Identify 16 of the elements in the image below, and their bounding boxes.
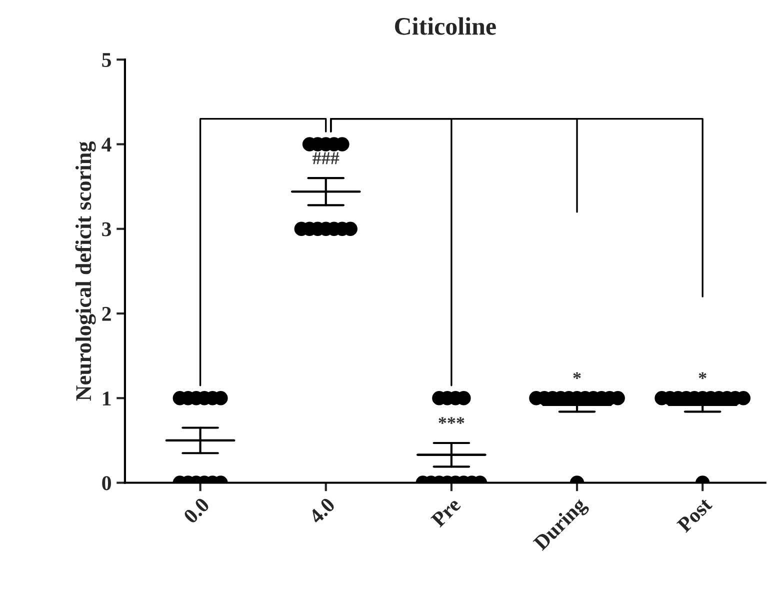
x-tick-label: 0.0 [182,496,210,524]
annotation: * [573,372,581,380]
y-tick-label: 1 [103,392,111,406]
annotation: ### [312,152,340,164]
chart-title: Citicoline [395,17,496,35]
annotation: * [698,372,706,380]
y-tick-label: 5 [102,53,112,68]
x-tick-label: Pre [430,496,462,528]
x-tick-label: Post [676,496,713,534]
y-tick-label: 3 [102,222,112,236]
x-tick-label: 4.0 [308,496,336,525]
y-tick-label: 4 [102,138,112,152]
annotation: *** [438,417,464,424]
y-axis-title: Neurological deficit scoring [75,141,96,401]
y-tick-label: 0 [102,476,111,490]
y-tick-label: 2 [102,306,111,321]
